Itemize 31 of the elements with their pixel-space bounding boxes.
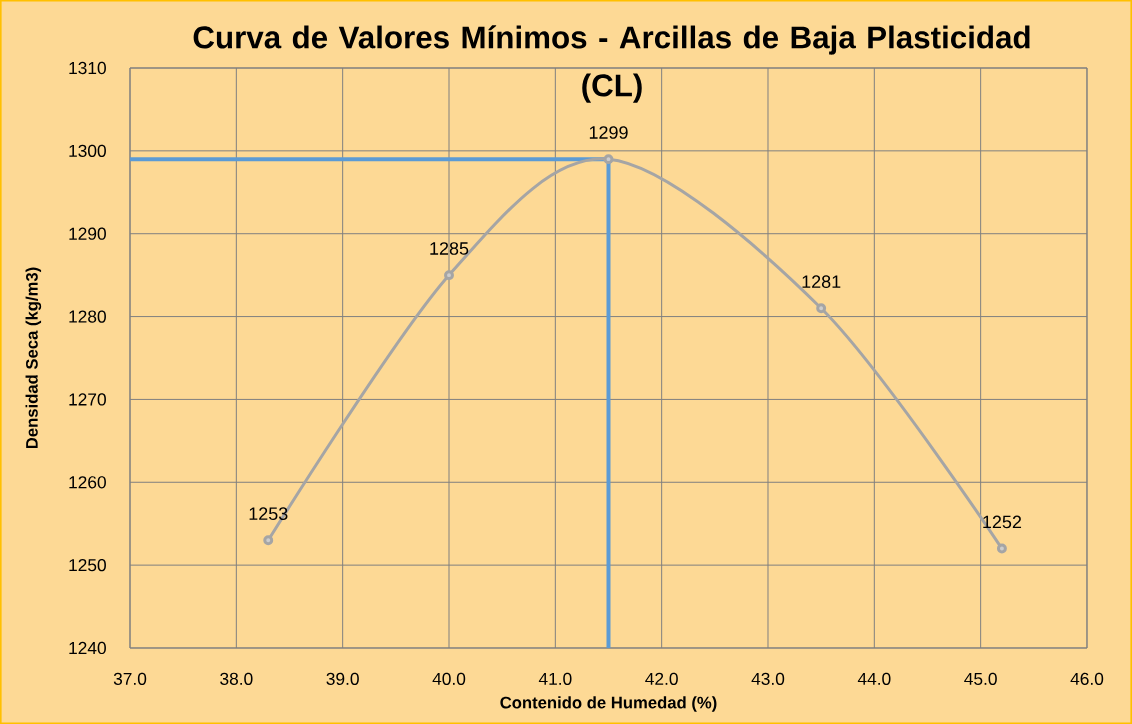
x-tick-label: 45.0 — [964, 672, 997, 685]
x-tick-label: 43.0 — [751, 672, 785, 685]
x-tick-label: 46.0 — [1070, 672, 1104, 685]
y-tick-label: 1280 — [69, 310, 106, 323]
y-tick-label: 1310 — [69, 61, 106, 75]
data-label: 1252 — [983, 515, 1022, 529]
x-tick-label: 39.0 — [326, 672, 359, 685]
point — [816, 303, 827, 314]
data-label: 1281 — [802, 275, 841, 289]
y-tick-label: 1240 — [69, 641, 106, 655]
y-tick-label: 1300 — [69, 144, 106, 157]
y-tick-label: 1270 — [69, 393, 106, 406]
x-axis-title: Contenido de Humedad (%) — [500, 696, 717, 712]
point — [603, 154, 614, 165]
data-label: 1253 — [249, 507, 288, 520]
x-tick-label: 42.0 — [645, 672, 678, 685]
y-tick-label: 1290 — [69, 227, 106, 240]
point — [263, 535, 274, 546]
data-label: 1285 — [430, 242, 469, 255]
chart-title: Curva de Valores Mínimos - Arcillas de Baja Plasticidad (CL) — [193, 25, 1030, 103]
x-tick-label: 40.0 — [432, 672, 466, 685]
x-tick-label: 37.0 — [113, 672, 147, 685]
point — [996, 543, 1007, 554]
point — [444, 270, 454, 281]
y-axis-title: Densidad Seca (kg/m3) — [25, 267, 42, 449]
y-tick-label: 1250 — [69, 558, 106, 572]
x-tick-label: 41.0 — [538, 672, 572, 685]
y-tick-label: 1260 — [69, 476, 106, 489]
data-label: 1299 — [589, 126, 628, 139]
x-tick-label: 38.0 — [220, 672, 253, 685]
x-tick-label: 44.0 — [857, 672, 891, 685]
